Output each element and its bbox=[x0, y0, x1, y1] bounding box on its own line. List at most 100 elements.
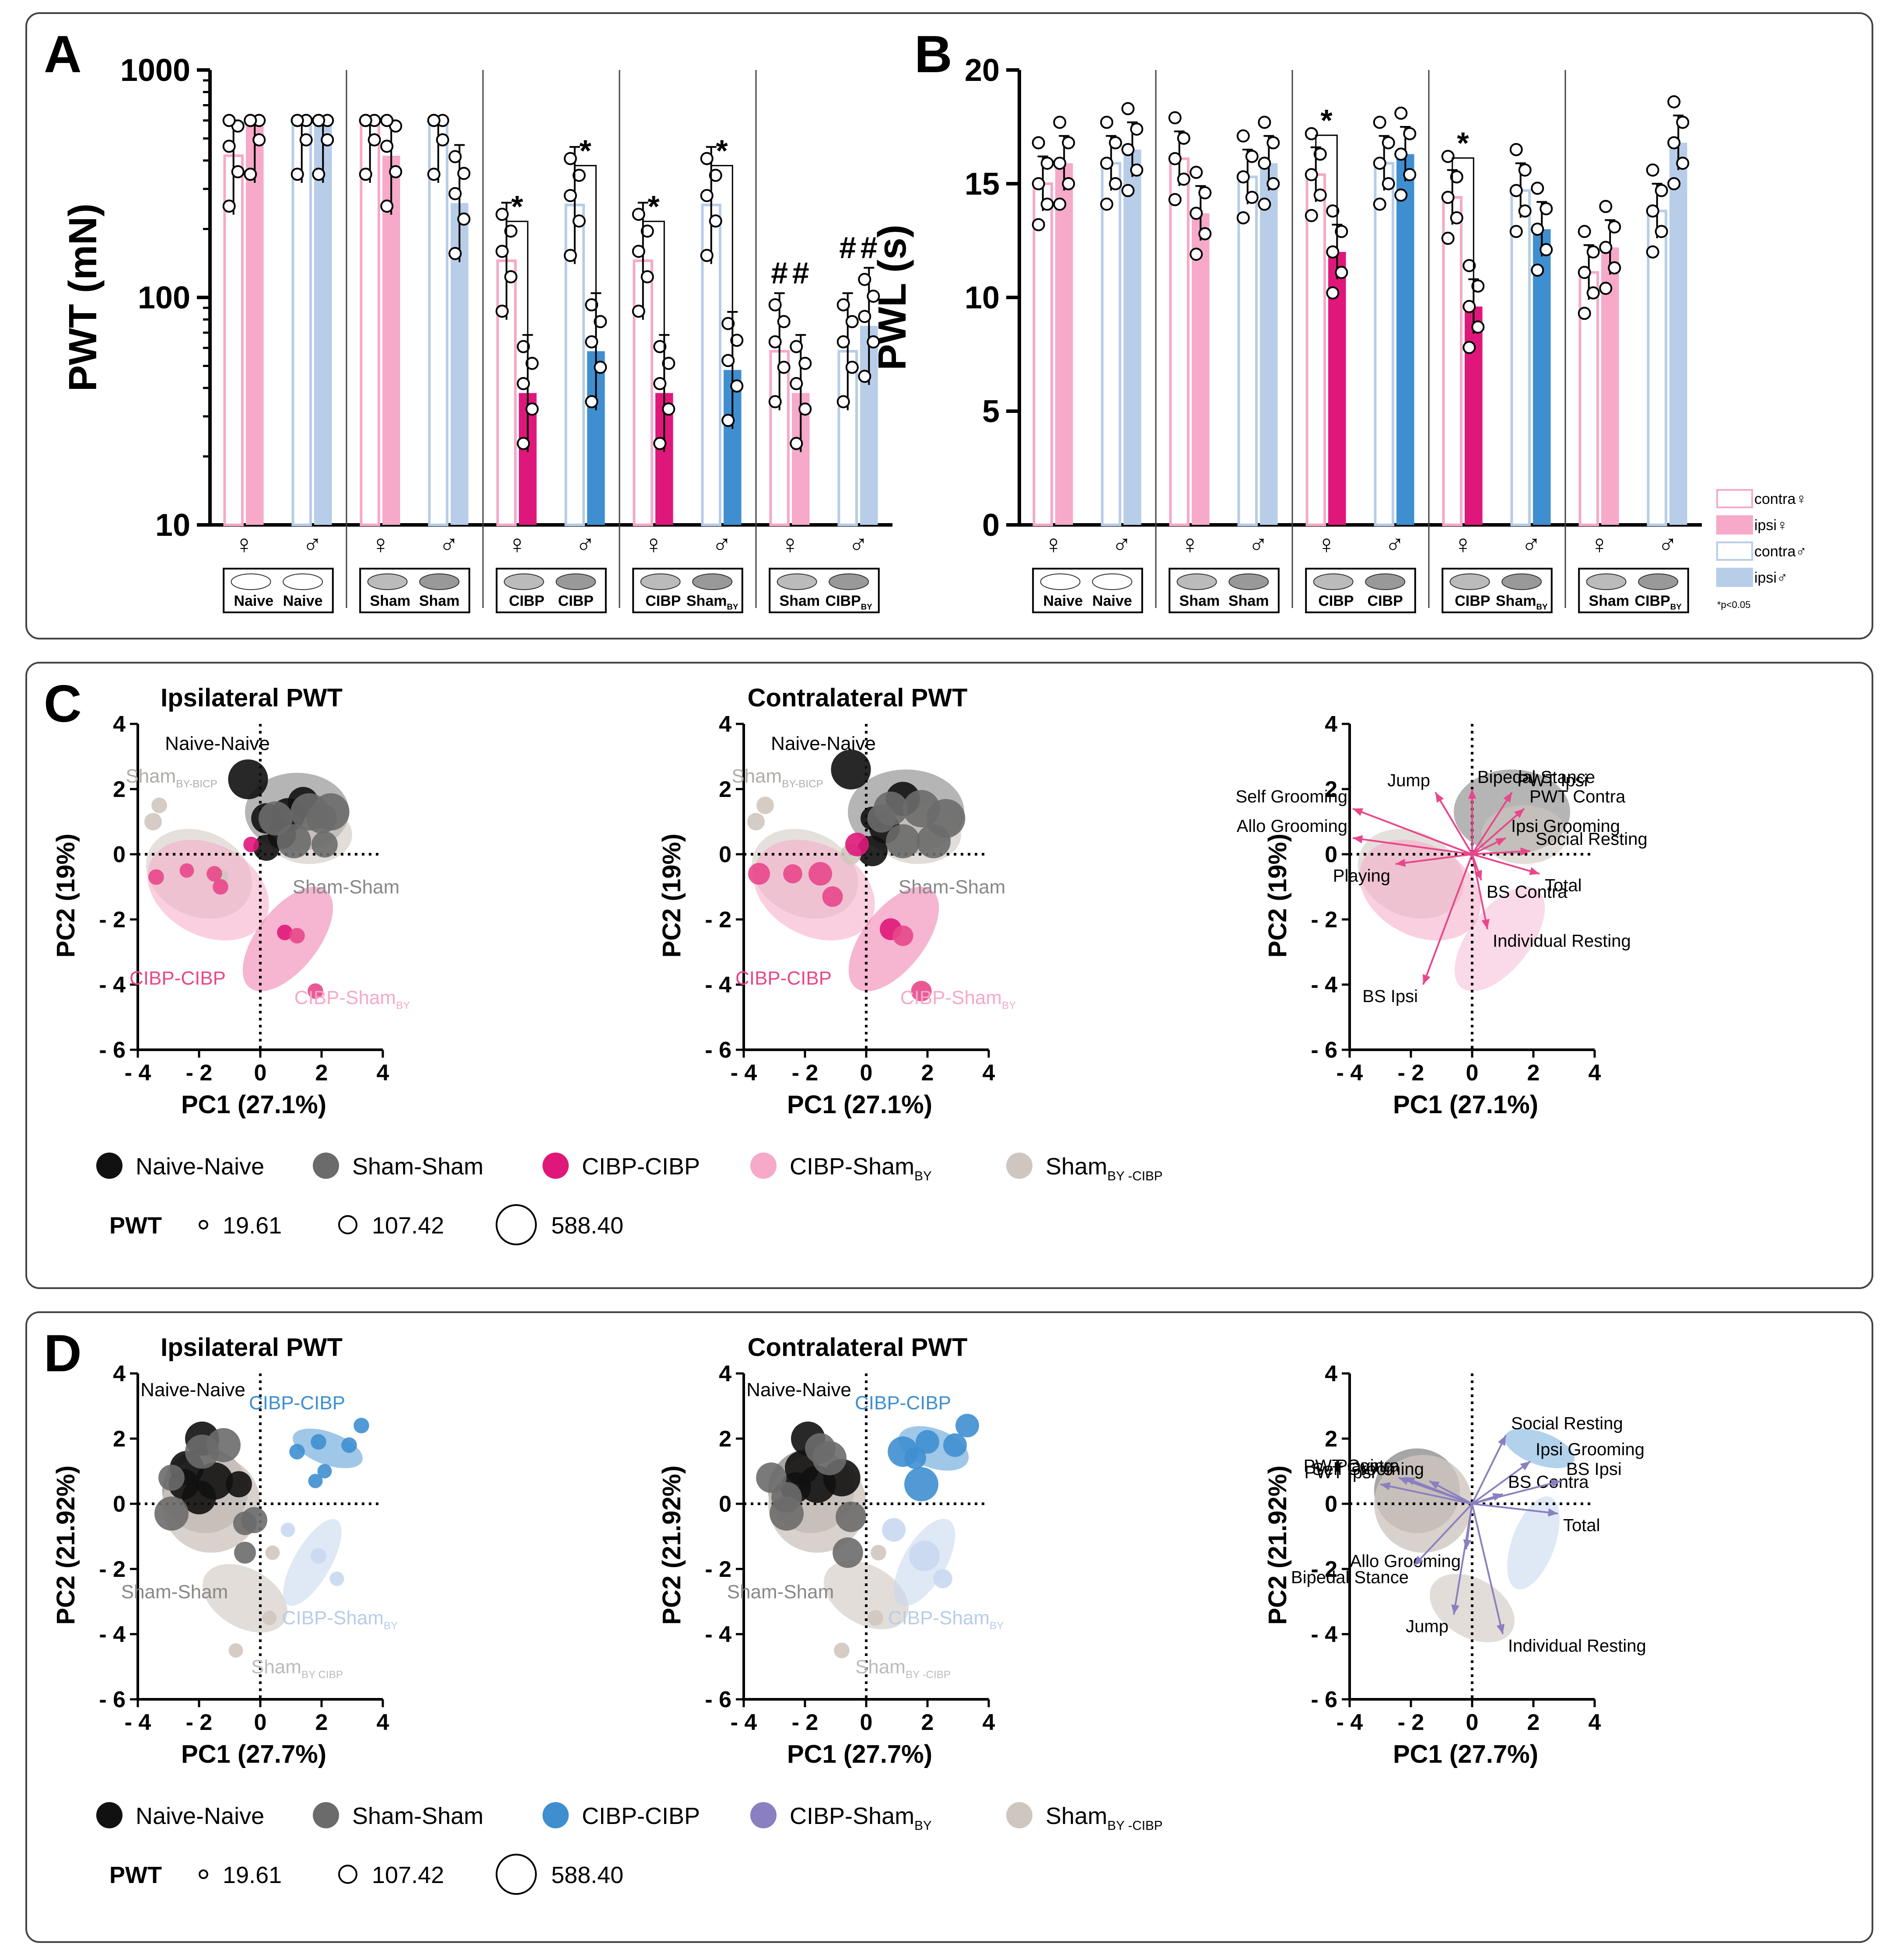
y-tick-label: - 4 bbox=[99, 1622, 126, 1647]
scatter-point bbox=[308, 983, 323, 999]
y-tick-label: - 2 bbox=[99, 907, 126, 933]
sex-symbol: ♂ bbox=[1385, 530, 1405, 559]
sex-symbol: ♂ bbox=[1658, 530, 1678, 559]
scatter-point bbox=[148, 869, 164, 885]
x-tick-label: - 4 bbox=[125, 1060, 151, 1086]
data-point bbox=[1335, 266, 1348, 279]
data-point bbox=[1053, 115, 1067, 129]
sex-symbol: ♀ bbox=[1453, 530, 1473, 559]
sex-symbol: ♀ bbox=[1590, 530, 1610, 559]
rat-icon bbox=[231, 573, 271, 590]
legend-swatch bbox=[1716, 542, 1753, 561]
loading-arrow bbox=[1471, 1503, 1504, 1635]
y-tick-label: 15 bbox=[965, 167, 1000, 202]
scatter-point bbox=[206, 866, 222, 882]
sex-symbol: ♀ bbox=[644, 530, 664, 559]
scatter-point bbox=[834, 1642, 850, 1659]
scatter-point bbox=[353, 1418, 369, 1434]
rat-icon bbox=[504, 573, 544, 590]
group-label: CIBP bbox=[1368, 593, 1403, 609]
sex-symbol: ♀ bbox=[1180, 530, 1200, 559]
data-point bbox=[700, 152, 714, 165]
loading-label: Self Grooming bbox=[1235, 787, 1347, 807]
data-point bbox=[1258, 115, 1271, 129]
scatter-point bbox=[904, 1467, 938, 1502]
legend-marker bbox=[542, 1153, 569, 1179]
arrow-head bbox=[1503, 792, 1512, 803]
rat-icon bbox=[1176, 573, 1217, 590]
data-point bbox=[1130, 163, 1144, 177]
x-tick-label: 0 bbox=[860, 1060, 873, 1086]
y-tick-label: - 6 bbox=[99, 1038, 126, 1063]
data-point bbox=[790, 437, 803, 450]
size-legend-title: PWT bbox=[109, 1212, 162, 1239]
data-point bbox=[845, 360, 859, 374]
loading-label: BS Contra bbox=[1487, 883, 1568, 902]
sex-symbol: ♀ bbox=[371, 530, 391, 559]
data-point bbox=[777, 360, 791, 374]
data-point bbox=[1335, 225, 1348, 238]
group-label: Naive-Naive bbox=[746, 1379, 851, 1401]
scatter-point bbox=[747, 813, 765, 831]
data-point bbox=[231, 165, 245, 178]
group-label: CIBP bbox=[1318, 593, 1354, 609]
legend-label: contra♀ bbox=[1754, 491, 1807, 507]
size-legend-marker bbox=[338, 1215, 357, 1234]
data-point bbox=[632, 304, 645, 318]
scatter-point bbox=[871, 1544, 886, 1561]
loading-arrow bbox=[1472, 850, 1531, 855]
data-point bbox=[867, 290, 880, 303]
loading-label: Bipedal Stance bbox=[1477, 768, 1595, 787]
x-axis-label: PC1 (27.1%) bbox=[181, 1090, 326, 1119]
arrow-head bbox=[1451, 1604, 1459, 1615]
bar-contra bbox=[1374, 162, 1394, 526]
data-point bbox=[244, 114, 257, 127]
data-point bbox=[768, 395, 782, 409]
data-point bbox=[632, 245, 645, 258]
data-point bbox=[1586, 245, 1600, 259]
data-point bbox=[1121, 184, 1135, 197]
sex-symbol: ♀ bbox=[507, 530, 527, 559]
legend-label: Sham-Sham bbox=[352, 1803, 483, 1829]
arrow-head bbox=[1353, 835, 1363, 843]
arrow-head bbox=[1414, 1556, 1424, 1566]
bar-ipsi bbox=[1669, 143, 1687, 525]
scatter-point bbox=[867, 804, 896, 833]
data-point bbox=[290, 114, 304, 127]
loading-label: Individual Resting bbox=[1493, 931, 1631, 950]
rat-icon bbox=[556, 573, 596, 590]
arrow-head bbox=[1514, 808, 1524, 818]
data-point bbox=[585, 335, 598, 349]
data-point bbox=[1109, 136, 1122, 150]
sex-symbol: ♀ bbox=[780, 530, 800, 559]
x-axis-label: PC1 (27.7%) bbox=[181, 1740, 326, 1768]
hash-mark: # bbox=[861, 231, 878, 265]
scatter-point bbox=[308, 1474, 323, 1488]
sig-star: * bbox=[511, 189, 523, 224]
x-tick-label: - 4 bbox=[731, 1060, 757, 1086]
data-point bbox=[585, 298, 598, 311]
y-tick-label: 20 bbox=[965, 53, 1000, 88]
group-label: Sham-Sham bbox=[727, 1581, 834, 1603]
data-point bbox=[1190, 166, 1203, 179]
loading-label: Allo Grooming bbox=[1350, 1551, 1461, 1571]
loading-label: PWT Contra bbox=[1304, 1456, 1400, 1475]
data-point bbox=[1198, 186, 1212, 199]
scatter-point bbox=[154, 1496, 189, 1531]
legend-label: CIBP-CIBP bbox=[582, 1153, 700, 1180]
sex-symbol: ♂ bbox=[1249, 530, 1268, 559]
data-point bbox=[867, 335, 880, 349]
scatter-point bbox=[748, 863, 770, 885]
data-point bbox=[1540, 243, 1553, 256]
group-label: CIBP-ShamBY bbox=[282, 1607, 398, 1632]
data-point bbox=[1382, 177, 1395, 190]
data-point bbox=[858, 370, 871, 383]
scatter-point bbox=[158, 1464, 185, 1491]
data-point bbox=[517, 377, 530, 390]
y-tick-label: - 6 bbox=[705, 1038, 731, 1063]
data-point bbox=[312, 114, 325, 127]
data-point bbox=[252, 133, 266, 147]
data-point bbox=[730, 379, 744, 393]
y-tick-label: 2 bbox=[719, 1426, 731, 1452]
